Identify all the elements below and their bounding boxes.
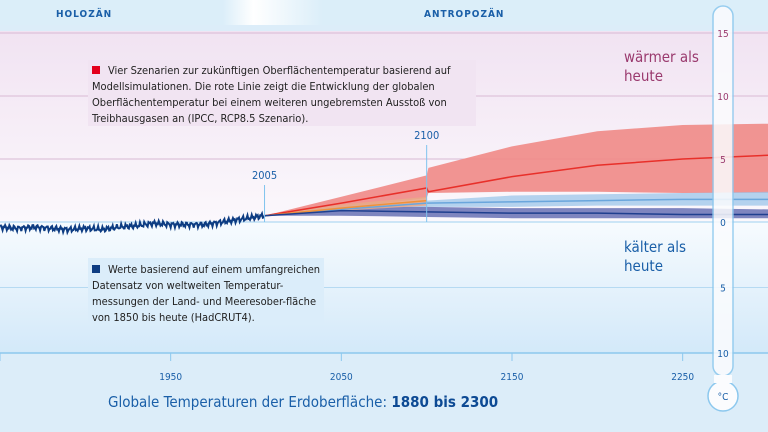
line-rcp26 [264,209,768,217]
marker-label-2005: 2005 [252,169,277,182]
legend-observed: Werte basierend auf einem umfangreichen … [92,262,322,326]
legend-bg [88,258,324,324]
thermometer-joint [714,375,732,383]
observed-line [0,210,266,236]
y-tick-label-warm: 5 [720,155,726,166]
x-tick-label: 2150 [501,372,524,383]
title-range: 1880 bis 2300 [391,393,499,411]
thermometer-tube [712,5,734,377]
y-tick-label-cold: 5 [720,284,726,295]
legend-observed-text: Werte basierend auf einem umfangreichen … [92,263,321,324]
x-tick-label: 2250 [671,372,694,383]
y-tick-label-cold: 10 [717,349,729,360]
unit-label: °C [718,392,729,403]
era-anthropocene-label: ANTROPOZÄN [424,9,505,20]
x-tick-label: 1950 [159,372,182,383]
y-tick-label-warm: 10 [717,92,729,103]
x-tick-label: 2050 [330,372,353,383]
legend-bg [88,60,476,126]
y-tick-label-warm: 15 [717,29,728,40]
title-main: Globale Temperaturen der Erdoberfläche: [108,393,392,411]
y-tick-label-warm: 0 [720,218,726,229]
line-rcp85 [264,154,768,217]
legend-blue-square-icon [92,265,100,273]
band-rcp60 [264,191,768,216]
legend-scenarios-text: Vier Szenarien zur zukünftigen Oberfläch… [92,64,451,125]
era-holocene-label: HOLOZÄN [56,9,113,20]
marker-label-2100: 2100 [414,129,439,142]
era-band [0,0,768,25]
band-rcp85 [264,123,768,216]
colder-label: kälter als heute [624,238,687,275]
line-rcp60 [264,198,768,217]
chart-title: Globale Temperaturen der Erdoberfläche: … [108,393,498,411]
warmer-label: wärmer als heute [624,48,699,85]
legend-scenarios: Vier Szenarien zur zukünftigen Oberfläch… [92,63,472,127]
legend-red-square-icon [92,66,100,74]
line-rcp45 [264,199,427,217]
